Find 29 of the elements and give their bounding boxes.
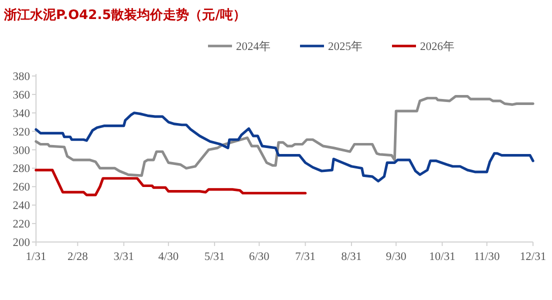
x-tick-label: 3/31 — [114, 251, 134, 263]
x-tick-label: 4/30 — [158, 251, 179, 263]
x-tick-label: 2/28 — [67, 251, 88, 263]
x-tick-label: 1/31 — [26, 251, 46, 263]
legend-label: 2024年 — [236, 40, 271, 53]
legend-label: 2026年 — [420, 40, 455, 53]
x-tick-label: 11/30 — [474, 251, 500, 263]
line-series — [34, 112, 534, 182]
x-tick-label: 8/31 — [341, 251, 362, 263]
line-series — [34, 94, 534, 177]
y-tick-label: 240 — [12, 200, 30, 212]
chart-title: 浙江水泥P.O42.5散装均价走势（元/吨） — [3, 7, 246, 23]
y-tick-label: 340 — [12, 108, 30, 120]
x-tick-label: 7/31 — [295, 251, 316, 263]
x-tick-label: 9/30 — [386, 251, 407, 263]
y-tick-label: 300 — [12, 144, 30, 157]
y-tick-label: 280 — [12, 163, 30, 176]
y-tick-label: 200 — [12, 237, 30, 249]
line-series — [34, 168, 307, 196]
y-tick-label: 220 — [12, 218, 30, 231]
legend-label: 2025年 — [328, 40, 363, 53]
y-tick-label: 360 — [12, 89, 30, 102]
x-tick-label: 10/31 — [429, 251, 456, 263]
x-tick-label: 5/31 — [204, 251, 226, 263]
x-tick-label: 6/30 — [248, 251, 270, 263]
x-tick-label: 12/31 — [520, 251, 546, 263]
y-tick-label: 260 — [12, 182, 30, 194]
y-tick-label: 380 — [12, 71, 30, 83]
y-tick-label: 320 — [12, 126, 30, 138]
